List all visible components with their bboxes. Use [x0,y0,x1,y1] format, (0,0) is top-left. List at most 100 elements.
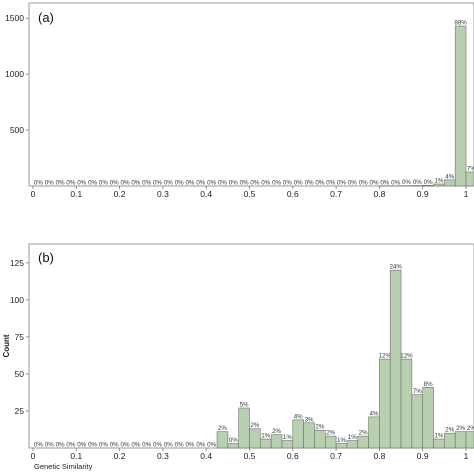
bar-label-a-6: 0% [99,180,108,187]
panel-b-label: (b) [38,250,54,265]
bar-b-23 [281,440,294,449]
bar-label-b-35: 7% [413,388,422,395]
bar-label-a-9: 0% [131,180,140,187]
bar-label-a-35: 0% [413,179,422,186]
bar-label-a-23: 0% [283,180,292,187]
panel-a-label: (a) [38,10,54,25]
bar-label-a-0: 0% [34,180,43,187]
bar-label-a-11: 0% [153,180,162,187]
bar-label-b-13: 0% [175,442,184,449]
bar-label-a-30: 0% [359,180,368,187]
bar-label-b-29: 1% [348,434,357,441]
x-tick-label-b-2: 0.2 [114,451,126,461]
bar-label-a-7: 0% [110,180,119,187]
bar-label-b-32: 12% [379,353,392,360]
bar-label-b-14: 0% [185,442,194,449]
bar-label-a-24: 0% [294,180,303,187]
bar-label-b-4: 0% [77,442,86,449]
x-tick-label-a-2: 0.2 [114,189,126,199]
x-tick-label-b-3: 0.3 [157,451,169,461]
bar-label-a-27: 0% [326,180,335,187]
x-tick-label-b-5: 0.5 [244,451,256,461]
bar-label-b-37: 1% [434,433,443,440]
bar-label-b-8: 0% [121,442,130,449]
bar-label-b-15: 0% [196,442,205,449]
bar-label-a-33: 0% [391,179,400,186]
bar-label-b-5: 0% [88,442,97,449]
bar-b-39 [454,431,467,449]
bar-b-36 [422,386,434,449]
bar-label-a-19: 0% [240,180,249,187]
panel-a: (a) 0% 0% 0% 0% 0% 0% 0% 0% 0% 0% 0% 0% 0% 0% 0% 0% 0% 0%… [5,2,474,199]
bar-label-a-29: 0% [348,180,357,187]
bar-label-a-1: 0% [45,180,54,187]
bar-label-b-10: 0% [142,442,151,449]
bar-label-a-40: 7% [467,166,474,173]
bar-label-b-19: 5% [240,402,249,409]
bar-b-22 [270,434,283,449]
bar-label-a-18: 0% [229,180,238,187]
x-tick-label-a-4: 0.4 [200,189,212,199]
bar-b-32 [379,358,391,449]
bar-b-30 [357,435,369,449]
bar-label-b-21: 1% [261,433,270,440]
bar-b-17 [216,431,229,449]
x-tick-label-b-1: 0.1 [70,451,82,461]
bar-b-31 [368,416,380,449]
bar-label-a-38: 4% [445,173,454,180]
x-tick-label-a-7: 0.7 [330,189,342,199]
bar-label-b-25: 3% [305,416,314,423]
bar-label-a-20: 0% [250,180,259,187]
bar-label-a-26: 0% [315,180,324,187]
bar-label-a-34: 0% [402,179,411,186]
x-tick-label-b-0: 0 [31,451,36,461]
bar-label-b-30: 2% [359,430,368,437]
x-tick-label-a-1: 0.1 [70,189,82,199]
bar-b-38 [444,432,456,449]
bar-label-a-31: 0% [370,180,379,187]
bar-label-a-10: 0% [142,180,151,187]
bar-label-a-4: 0% [77,180,86,187]
bar-label-a-5: 0% [88,180,97,187]
panel-a-frame [28,2,474,187]
bar-label-b-40: 2% [467,425,474,432]
bar-label-b-9: 0% [131,442,140,449]
bar-a-39 [454,25,467,187]
x-tick-label-a-5: 0.5 [244,189,256,199]
x-tick-label-a-6: 0.6 [287,189,299,199]
y-tick-label-b-1: 50 [15,369,25,379]
bar-label-a-21: 0% [261,180,270,187]
bar-label-b-28: 1% [337,437,346,444]
bar-label-a-39: 88% [454,20,467,27]
bar-label-a-8: 0% [121,180,130,187]
x-tick-label-b-7: 0.7 [330,451,342,461]
bar-label-b-6: 0% [99,442,108,449]
bar-label-a-13: 0% [175,180,184,187]
bar-b-26 [314,429,326,449]
bar-label-a-32: 0% [380,179,389,186]
bar-label-b-11: 0% [153,442,162,449]
y-tick-label-b-3: 100 [10,295,24,305]
y-tick-label-a-0: 500 [10,125,24,135]
bar-b-29 [346,440,359,449]
bar-label-b-23: 1% [283,434,292,441]
bar-b-25 [303,422,315,449]
bar-b-27 [324,435,337,449]
bar-label-a-3: 0% [66,180,75,187]
bar-label-b-33: 24% [389,264,402,271]
bar-label-b-26: 2% [315,424,324,431]
bar-label-b-31: 4% [370,410,379,417]
bar-label-b-20: 2% [250,422,259,429]
bar-label-b-12: 0% [164,442,173,449]
x-tick-label-b-9: 0.9 [417,451,429,461]
bar-b-20 [249,428,261,449]
bar-label-b-22: 2% [272,428,281,435]
bar-label-a-12: 0% [164,180,173,187]
bar-label-b-16: 0% [207,442,216,449]
bar-label-b-3: 0% [66,442,75,449]
bar-label-b-38: 2% [445,427,454,434]
bar-label-b-18: 0% [229,437,238,444]
y-axis-title: Count [2,334,11,357]
bar-b-35 [411,394,423,449]
